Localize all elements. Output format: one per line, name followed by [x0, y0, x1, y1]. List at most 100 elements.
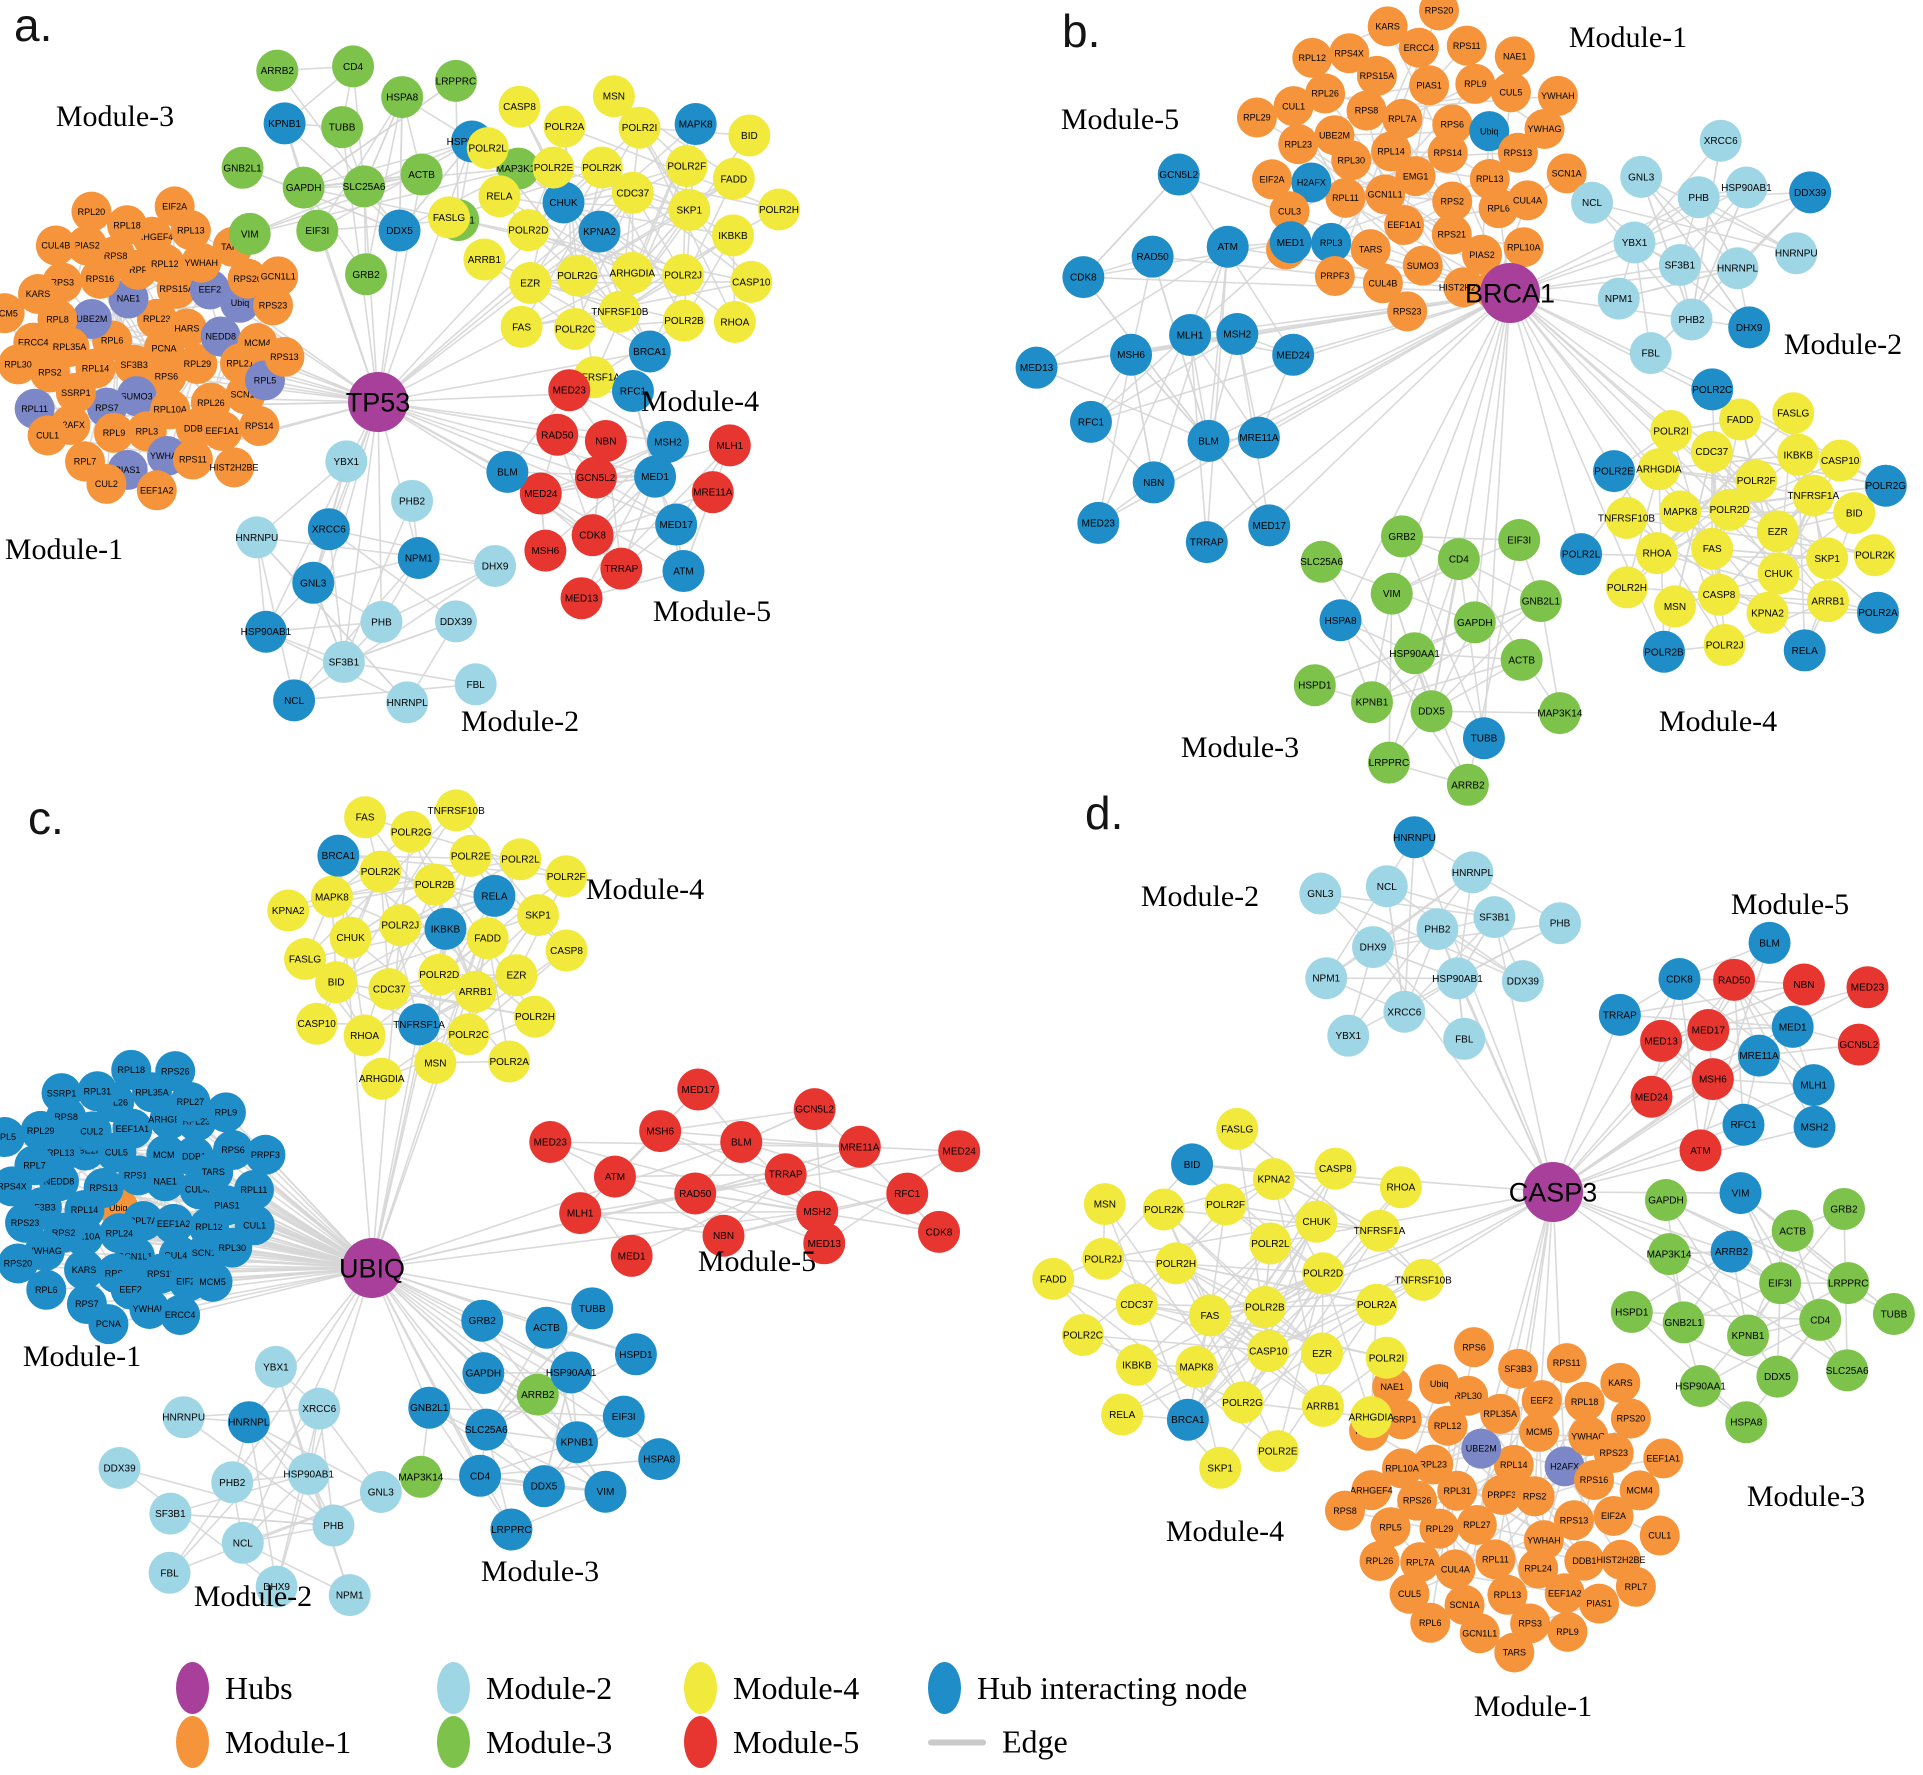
node-POLR2C[interactable]: POLR2C	[1061, 1313, 1104, 1356]
node-MED13[interactable]: MED13	[560, 577, 603, 620]
node-POLR2C[interactable]: POLR2C	[1691, 368, 1734, 411]
node-HNRNPU[interactable]: HNRNPU	[1393, 816, 1436, 859]
node-MLH1[interactable]: MLH1	[559, 1192, 602, 1235]
node-PHB2[interactable]: PHB2	[1670, 298, 1713, 341]
node-YBX1[interactable]: YBX1	[325, 440, 368, 483]
node-TUBB[interactable]: TUBB	[1872, 1293, 1915, 1336]
node-FADD[interactable]: FADD	[1032, 1257, 1075, 1300]
node-PHB[interactable]: PHB	[360, 600, 403, 643]
node-MED1[interactable]: MED1	[1269, 221, 1312, 264]
node-POLR2J[interactable]: POLR2J	[379, 904, 422, 947]
node-RHOA[interactable]: RHOA	[343, 1014, 386, 1057]
node-EEF1A2[interactable]: EEF1A2	[136, 470, 177, 511]
node-SUMO3[interactable]: SUMO3	[1402, 245, 1443, 286]
node-CD4[interactable]: CD4	[459, 1454, 502, 1497]
node-MED17[interactable]: MED17	[1687, 1009, 1730, 1052]
node-EZR[interactable]: EZR	[495, 954, 538, 997]
node-RPL12[interactable]: RPL12	[1292, 37, 1333, 78]
node-HARS[interactable]: HARS	[166, 308, 207, 349]
node-RPL29[interactable]: RPL29	[1236, 97, 1277, 138]
node-DHX9[interactable]: DHX9	[1728, 306, 1771, 349]
node-CASP10[interactable]: CASP10	[730, 260, 773, 303]
node-GRB2[interactable]: GRB2	[1381, 515, 1424, 558]
node-RPS13[interactable]: RPS13	[264, 336, 305, 377]
node-GAPDH[interactable]: GAPDH	[1453, 601, 1496, 644]
node-RPS26[interactable]: RPS26	[155, 1051, 196, 1092]
node-VIM[interactable]: VIM	[1719, 1172, 1762, 1215]
node-MSH6[interactable]: MSH6	[524, 529, 567, 572]
node-FASLG[interactable]: FASLG	[428, 196, 471, 239]
node-POLR2J[interactable]: POLR2J	[662, 253, 705, 296]
node-POLR2B[interactable]: POLR2B	[1642, 630, 1685, 673]
node-RPS8[interactable]: RPS8	[1346, 90, 1387, 131]
node-FBL[interactable]: FBL	[454, 663, 497, 706]
node-LRPPRC[interactable]: LRPPRC	[490, 1508, 533, 1551]
node-CHUK[interactable]: CHUK	[1295, 1200, 1338, 1243]
node-POLR2A[interactable]: POLR2A	[1355, 1283, 1398, 1326]
node-VIM[interactable]: VIM	[228, 212, 271, 255]
node-GCN5L2[interactable]: GCN5L2	[1157, 153, 1200, 196]
node-RHOA[interactable]: RHOA	[713, 300, 756, 343]
node-RPS20[interactable]: RPS20	[1419, 0, 1459, 31]
node-RPL10A[interactable]: RPL10A	[1503, 227, 1544, 268]
node-POLR2F[interactable]: POLR2F	[1735, 459, 1778, 502]
node-POLR2B[interactable]: POLR2B	[663, 299, 706, 342]
node-RPL18[interactable]: RPL18	[1564, 1381, 1605, 1422]
node-BLM[interactable]: BLM	[486, 450, 529, 493]
node-RAD50[interactable]: RAD50	[1713, 958, 1756, 1001]
node-EIF2A[interactable]: EIF2A	[1252, 159, 1293, 200]
node-ARRB2[interactable]: ARRB2	[256, 49, 299, 92]
node-ACTB[interactable]: ACTB	[400, 153, 443, 196]
node-EIF3I[interactable]: EIF3I	[602, 1395, 645, 1438]
node-ARRB2[interactable]: ARRB2	[1710, 1230, 1753, 1273]
node-GRB2[interactable]: GRB2	[345, 253, 388, 296]
node-IKBKB[interactable]: IKBKB	[424, 907, 467, 950]
node-EZR[interactable]: EZR	[1301, 1332, 1344, 1375]
node-FASLG[interactable]: FASLG	[284, 937, 327, 980]
node-PHB2[interactable]: PHB2	[391, 479, 434, 522]
node-KPNA2[interactable]: KPNA2	[1252, 1158, 1295, 1201]
node-XRCC6[interactable]: XRCC6	[298, 1387, 341, 1430]
node-XRCC6[interactable]: XRCC6	[1699, 119, 1742, 162]
node-CASP8[interactable]: CASP8	[1697, 573, 1740, 616]
node-RPS23[interactable]: RPS23	[5, 1202, 46, 1243]
node-CD4[interactable]: CD4	[1799, 1298, 1842, 1341]
node-MED13[interactable]: MED13	[1015, 346, 1058, 389]
node-CD4[interactable]: CD4	[332, 45, 375, 88]
node-RPL18[interactable]: RPL18	[107, 205, 148, 246]
node-YBX1[interactable]: YBX1	[1327, 1014, 1370, 1057]
node-RPL11[interactable]: RPL11	[233, 1170, 274, 1211]
node-BLM[interactable]: BLM	[1187, 419, 1230, 462]
node-HSPA8[interactable]: HSPA8	[381, 76, 424, 119]
node-KPNB1[interactable]: KPNB1	[1727, 1314, 1770, 1357]
node-RAD50[interactable]: RAD50	[536, 413, 579, 456]
node-FADD[interactable]: FADD	[466, 917, 509, 960]
node-KARS[interactable]: KARS	[17, 274, 58, 315]
node-KARS[interactable]: KARS	[64, 1249, 105, 1290]
node-MSH2[interactable]: MSH2	[1793, 1105, 1836, 1148]
node-HNRNPU[interactable]: HNRNPU	[162, 1396, 205, 1439]
node-RFC1[interactable]: RFC1	[886, 1172, 929, 1215]
node-PRPF3[interactable]: PRPF3	[1314, 256, 1355, 297]
node-GNB2L1[interactable]: GNB2L1	[1519, 580, 1562, 623]
node-SLC25A6[interactable]: SLC25A6	[343, 165, 386, 208]
node-RFC1[interactable]: RFC1	[1722, 1103, 1765, 1146]
node-EZR[interactable]: EZR	[1756, 510, 1799, 553]
node-POLR2H[interactable]: POLR2H	[1155, 1242, 1198, 1285]
node-IKBKB[interactable]: IKBKB	[1115, 1343, 1158, 1386]
node-FADD[interactable]: FADD	[712, 157, 755, 200]
node-RAD50[interactable]: RAD50	[674, 1172, 717, 1215]
node-CD4[interactable]: CD4	[1437, 538, 1480, 581]
node-RFC1[interactable]: RFC1	[1069, 400, 1112, 443]
node-MED17[interactable]: MED17	[677, 1068, 720, 1111]
node-HSP90AA1[interactable]: HSP90AA1	[1389, 632, 1440, 675]
node-FBL[interactable]: FBL	[1629, 332, 1672, 375]
node-NCL[interactable]: NCL	[273, 679, 316, 722]
node-MAPK8[interactable]: MAPK8	[1659, 490, 1702, 533]
node-POLR2L[interactable]: POLR2L	[466, 127, 509, 170]
node-RPS13[interactable]: RPS13	[1553, 1500, 1594, 1541]
node-MLH1[interactable]: MLH1	[708, 424, 751, 467]
node-BLM[interactable]: BLM	[720, 1120, 763, 1163]
node-POLR2E[interactable]: POLR2E	[449, 834, 492, 877]
node-RPS8[interactable]: RPS8	[1324, 1490, 1365, 1531]
